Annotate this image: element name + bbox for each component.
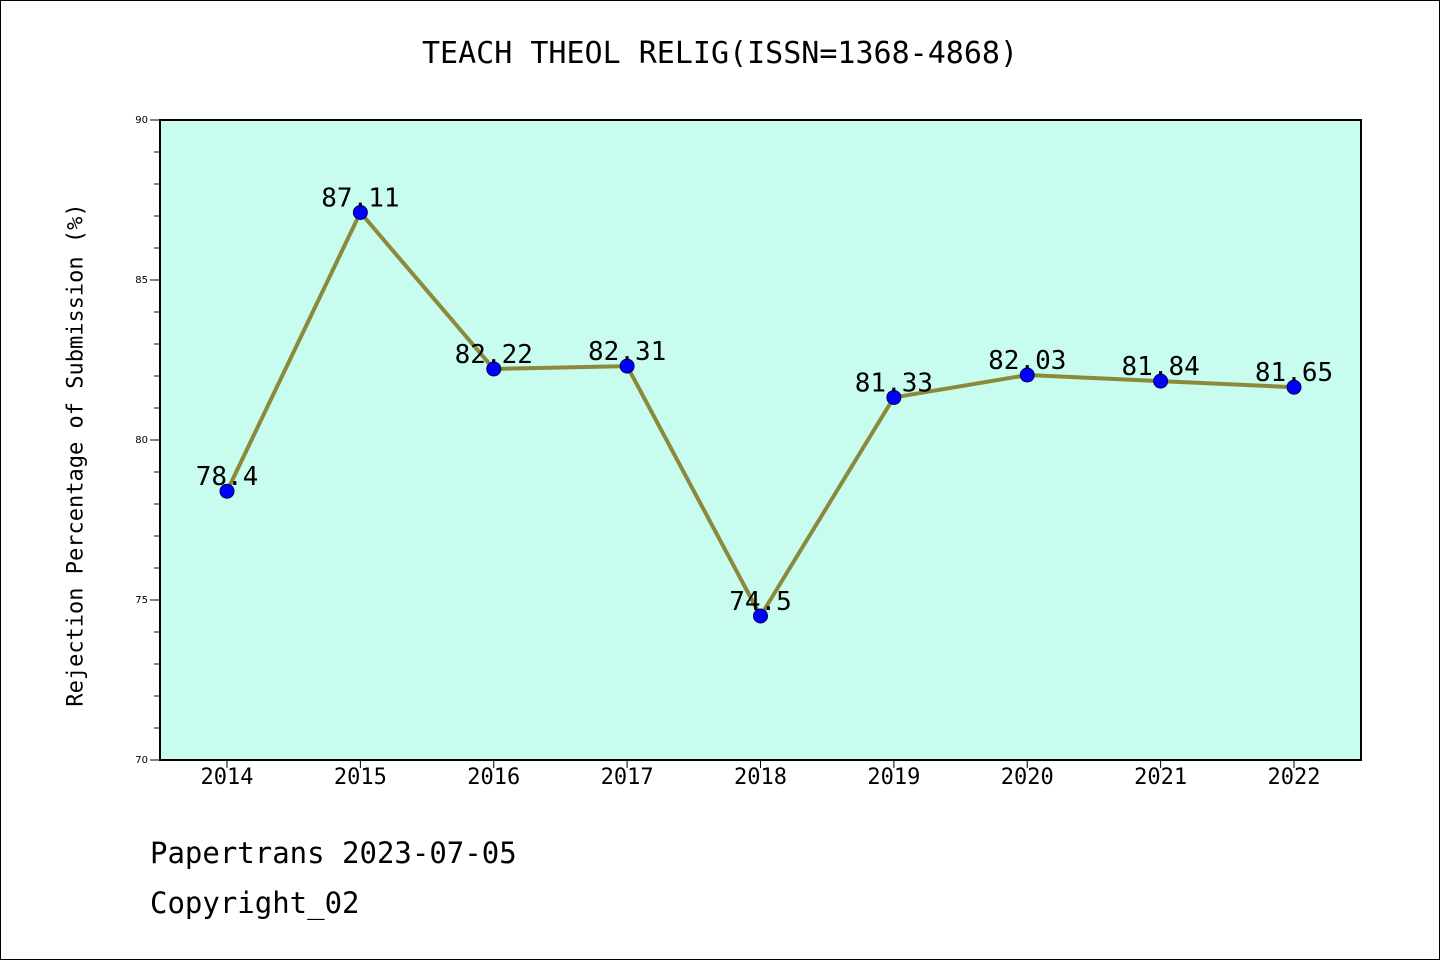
data-label: 82.03 [988,346,1066,376]
y-tick-label: 85 [135,275,148,286]
data-label: 81.84 [1121,352,1199,382]
y-tick-label: 75 [135,595,148,606]
data-label: 82.31 [588,337,666,367]
y-axis: 70 75 80 85 90 [135,115,160,766]
x-tick-label: 2018 [734,765,787,790]
x-tick-label: 2022 [1268,765,1321,790]
data-label-layer: 78.4 87.11 82.22 82.31 74.5 81.33 82.03 81.84 81… [196,183,1333,617]
x-tick-label: 2021 [1134,765,1187,790]
plot-area [159,119,1362,761]
series-layer [219,204,1302,624]
x-tick-label: 2014 [201,765,254,790]
y-tick-label: 80 [135,435,148,446]
x-tick-label: 2017 [601,765,654,790]
data-label: 81.65 [1255,358,1333,388]
x-tick-label: 2019 [867,765,920,790]
data-point [1286,379,1302,395]
footer-source: Papertrans 2023-07-05 [150,836,517,870]
data-point [886,389,902,405]
data-point [1153,373,1169,389]
data-label: 82.22 [455,340,533,370]
y-tick-label: 70 [135,755,148,766]
data-label: 78.4 [196,462,259,492]
data-point [619,358,635,374]
footer-copyright: Copyright_02 [150,886,360,920]
data-point [352,204,368,220]
x-tick-label: 2015 [334,765,387,790]
data-label: 81.33 [855,368,933,398]
data-label: 87.11 [321,183,399,213]
data-point [753,608,768,624]
data-point [1019,367,1035,383]
x-tick-label: 2016 [467,765,520,790]
data-point [486,361,502,377]
x-axis: 2014 2015 2016 2017 2018 2019 2020 2021 2022 [201,760,1321,790]
data-point [219,483,235,499]
data-label: 74.5 [729,587,792,617]
y-tick-label: 90 [135,115,148,126]
x-tick-label: 2020 [1001,765,1054,790]
chart-title: TEACH THEOL RELIG(ISSN=1368-4868) [421,36,1019,71]
